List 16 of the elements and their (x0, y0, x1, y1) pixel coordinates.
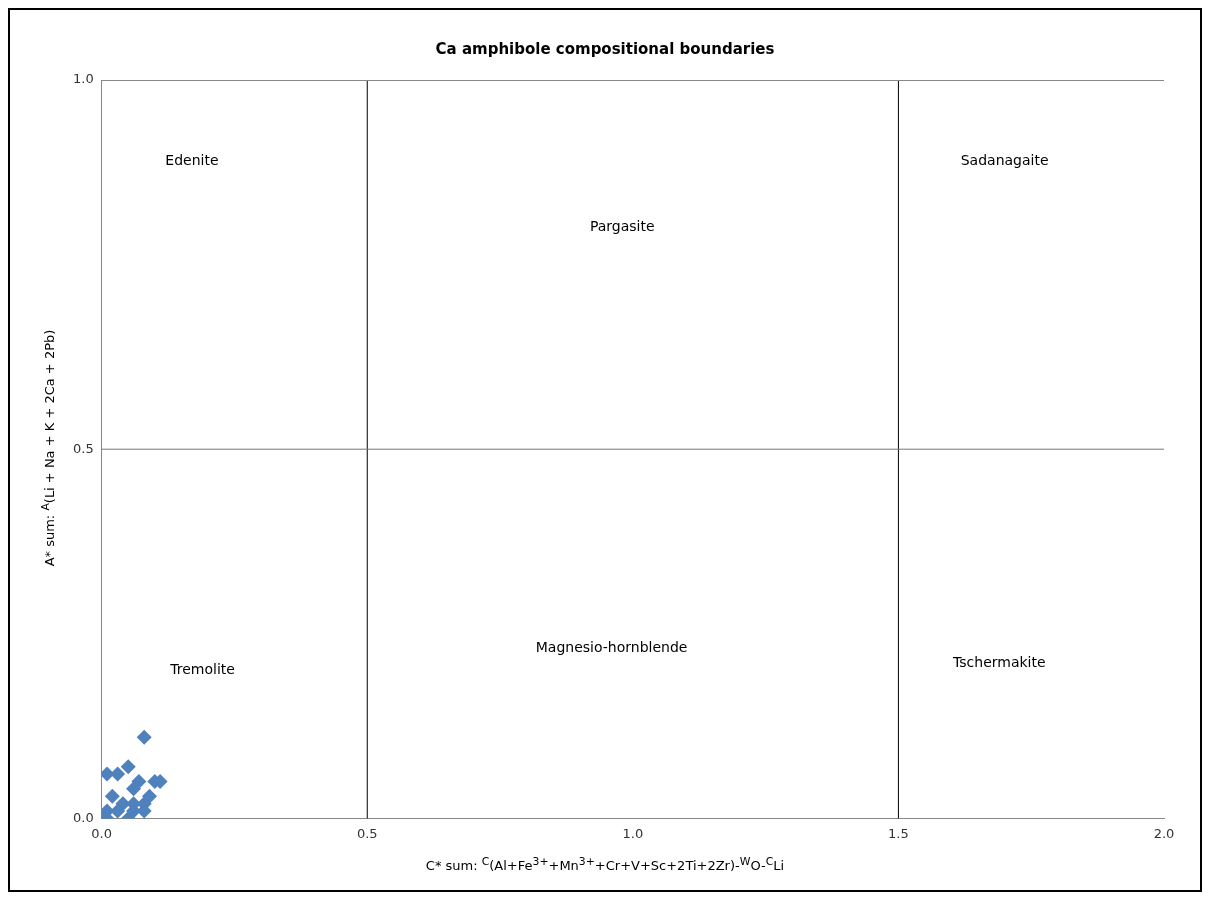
annotation: Tschermakite (952, 653, 1046, 670)
annotation: Magnesio-hornblende (535, 639, 688, 656)
chart-title: Ca amphibole compositional boundaries (434, 40, 776, 58)
x-tick-label: 1.5 (888, 825, 909, 841)
annotation: Edenite (165, 151, 219, 168)
x-tick-label: 0.0 (91, 825, 113, 841)
text: C* sum: $^{C}$(Al+Fe$^{3+}$+Mn$^{3+}$+Cr+V+Sc+2Ti+2Zr)-$^{W}$O-$^{C}$Li (425, 855, 785, 874)
y-tick-label: 0.5 (72, 440, 94, 456)
x-tick-label: 1.0 (622, 825, 644, 841)
annotation: Sadanagaite (960, 151, 1049, 168)
annotation: Tremolite (169, 661, 235, 678)
y-tick-label: 1.0 (72, 71, 94, 87)
y-tick-label: 0.0 (72, 809, 94, 825)
x-tick-label: 2.0 (1153, 825, 1175, 841)
x-tick-label: 0.5 (356, 825, 378, 841)
annotation: Pargasite (589, 218, 655, 235)
